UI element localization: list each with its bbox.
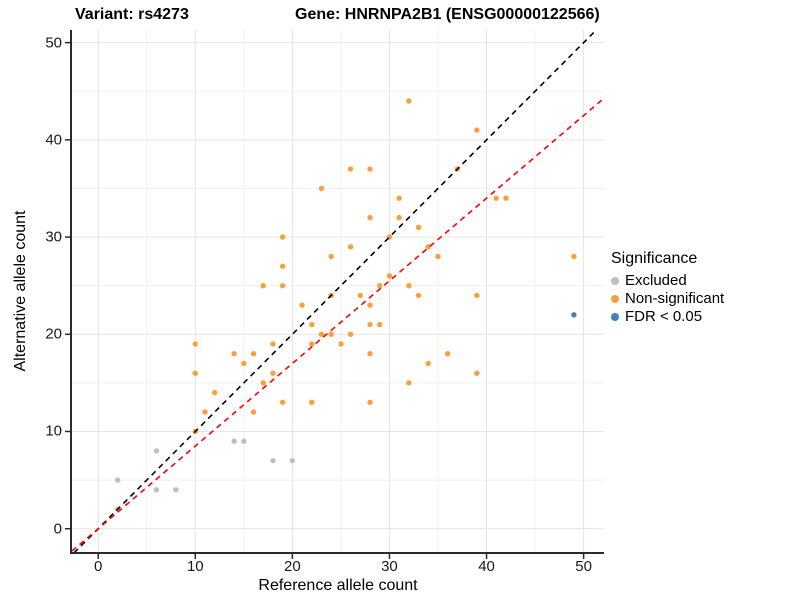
point-non-significant: [474, 370, 480, 376]
point-non-significant: [338, 341, 344, 347]
y-tick-label-0: 0: [53, 520, 62, 538]
point-non-significant: [425, 244, 431, 250]
point-non-significant: [367, 321, 373, 328]
point-non-significant: [377, 321, 383, 328]
point-non-significant: [474, 292, 480, 299]
y-tick-label-30: 30: [45, 228, 62, 246]
point-non-significant: [328, 331, 334, 337]
point-non-significant: [571, 253, 577, 260]
point-non-significant: [425, 360, 431, 367]
point-non-significant: [347, 244, 354, 250]
point-fdr-0-05: [571, 312, 577, 318]
point-non-significant: [406, 380, 412, 386]
point-non-significant: [260, 380, 266, 386]
point-non-significant: [493, 195, 499, 201]
point-non-significant: [309, 399, 315, 406]
point-non-significant: [367, 302, 373, 308]
gene-title: Gene: HNRNPA2B1 (ENSG00000122566): [295, 6, 600, 23]
x-tick-label-40: 40: [478, 558, 495, 575]
legend-title: Significance: [611, 250, 698, 267]
point-non-significant: [309, 321, 315, 328]
point-excluded: [173, 487, 179, 493]
y-tick-label-40: 40: [45, 131, 62, 149]
point-non-significant: [396, 195, 402, 201]
point-non-significant: [503, 195, 509, 201]
point-excluded: [241, 438, 247, 444]
point-non-significant: [377, 282, 383, 289]
point-non-significant: [318, 185, 325, 192]
point-non-significant: [192, 370, 198, 376]
point-non-significant: [279, 263, 286, 269]
point-non-significant: [386, 273, 393, 279]
point-non-significant: [367, 214, 373, 221]
point-non-significant: [212, 389, 218, 396]
point-non-significant: [279, 399, 286, 406]
point-non-significant: [406, 282, 412, 289]
point-non-significant: [270, 370, 276, 376]
legend-key-dot: [611, 294, 619, 303]
legend-item-excluded: Excluded: [611, 272, 724, 289]
point-non-significant: [231, 351, 237, 357]
legend-item-label: Non-significant: [625, 290, 725, 307]
point-non-significant: [406, 98, 412, 104]
legend-item-non-significant: Non-significant: [611, 290, 725, 307]
point-excluded: [114, 477, 121, 483]
legend-item-label: FDR < 0.05: [625, 308, 703, 325]
point-non-significant: [309, 341, 315, 347]
x-axis-title: Reference allele count: [258, 577, 418, 594]
point-excluded: [153, 448, 160, 454]
point-non-significant: [347, 166, 354, 172]
x-tick-label-0: 0: [94, 558, 103, 575]
legend-item-fdr-0-05: FDR < 0.05: [611, 308, 724, 325]
legend: Significance Excluded Non-significant FDR …: [611, 250, 724, 327]
point-non-significant: [415, 224, 422, 231]
point-non-significant: [367, 351, 373, 357]
variant-title: Variant: rs4273: [75, 6, 189, 23]
point-non-significant: [299, 302, 305, 308]
point-non-significant: [270, 341, 276, 347]
point-non-significant: [415, 292, 422, 299]
point-non-significant: [202, 409, 208, 415]
reference-line-identity: [73, 29, 597, 554]
point-non-significant: [347, 331, 354, 337]
point-non-significant: [474, 127, 480, 133]
point-non-significant: [279, 234, 286, 240]
x-tick-label-30: 30: [381, 558, 398, 575]
point-excluded: [270, 457, 276, 464]
point-non-significant: [435, 253, 441, 260]
point-non-significant: [396, 214, 402, 221]
point-non-significant: [357, 292, 364, 299]
x-tick-label-10: 10: [186, 558, 204, 575]
point-non-significant: [328, 253, 334, 260]
y-tick-label-20: 20: [45, 325, 62, 343]
point-non-significant: [260, 282, 266, 289]
legend-key-dot: [611, 312, 619, 321]
point-non-significant: [279, 282, 286, 289]
point-excluded: [153, 487, 160, 493]
point-non-significant: [318, 331, 325, 337]
legend-key-dot: [611, 276, 619, 285]
y-tick-label-10: 10: [45, 422, 62, 440]
point-non-significant: [250, 409, 257, 415]
legend-items: Excluded Non-significant FDR < 0.05: [611, 272, 725, 325]
point-non-significant: [367, 399, 373, 406]
point-excluded: [289, 457, 296, 464]
point-non-significant: [367, 166, 373, 172]
legend-item-label: Excluded: [625, 272, 687, 289]
y-tick-label-50: 50: [45, 34, 62, 52]
reference-line-expected-ratio: [71, 97, 605, 552]
point-non-significant: [192, 341, 198, 347]
point-non-significant: [250, 351, 257, 357]
x-tick-label-50: 50: [575, 558, 592, 575]
point-excluded: [231, 438, 237, 444]
point-non-significant: [445, 351, 451, 357]
point-non-significant: [241, 360, 247, 367]
x-tick-label-20: 20: [284, 558, 301, 575]
